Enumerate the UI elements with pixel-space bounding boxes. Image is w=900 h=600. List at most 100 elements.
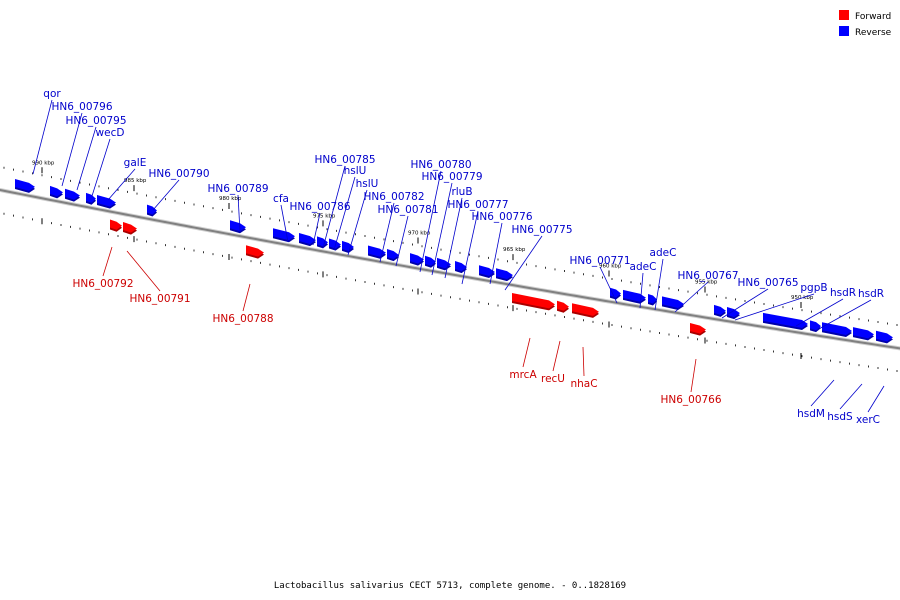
gene-label[interactable]: HN6_00790 bbox=[148, 168, 209, 180]
gene-arrow[interactable] bbox=[572, 303, 599, 316]
gene-arrow[interactable] bbox=[512, 292, 555, 309]
gene-label[interactable]: rluB bbox=[451, 186, 472, 198]
gene-feature[interactable] bbox=[425, 255, 436, 268]
gene-arrow[interactable] bbox=[317, 236, 328, 247]
gene-label[interactable]: HN6_00767 bbox=[677, 270, 738, 282]
gene-arrow[interactable] bbox=[496, 268, 513, 280]
gene-arrow[interactable] bbox=[246, 245, 264, 257]
gene-arrow[interactable] bbox=[876, 330, 893, 342]
gene-feature[interactable] bbox=[50, 185, 63, 199]
gene-label[interactable]: hsdR bbox=[830, 287, 856, 299]
gene-label[interactable]: HN6_00789 bbox=[207, 183, 268, 195]
gene-label[interactable]: HN6_00766 bbox=[660, 394, 721, 406]
gene-label[interactable]: HN6_00796 bbox=[51, 101, 112, 113]
gene-label[interactable]: HN6_00776 bbox=[471, 211, 532, 223]
gene-feature[interactable] bbox=[97, 194, 116, 209]
gene-feature[interactable] bbox=[714, 304, 726, 317]
gene-arrow[interactable] bbox=[455, 261, 467, 272]
gene-arrow[interactable] bbox=[86, 192, 96, 203]
gene-arrow[interactable] bbox=[557, 300, 569, 311]
gene-label[interactable]: HN6_00782 bbox=[363, 191, 424, 203]
gene-feature[interactable] bbox=[230, 220, 246, 234]
gene-feature[interactable] bbox=[410, 253, 424, 266]
gene-arrow[interactable] bbox=[822, 322, 852, 335]
gene-arrow[interactable] bbox=[230, 220, 246, 232]
gene-arrow[interactable] bbox=[479, 265, 495, 277]
gene-label[interactable]: HN6_00765 bbox=[737, 277, 798, 289]
gene-arrow[interactable] bbox=[810, 320, 821, 331]
gene-feature[interactable] bbox=[123, 221, 137, 235]
gene-label[interactable]: HN6_00780 bbox=[410, 159, 471, 171]
gene-feature[interactable] bbox=[623, 289, 646, 304]
gene-arrow[interactable] bbox=[623, 289, 646, 302]
gene-feature[interactable] bbox=[572, 303, 599, 318]
gene-feature[interactable] bbox=[15, 178, 35, 193]
gene-arrow[interactable] bbox=[97, 194, 116, 207]
gene-feature[interactable] bbox=[317, 236, 328, 249]
gene-label[interactable]: recU bbox=[541, 373, 565, 385]
gene-label[interactable]: hslU bbox=[344, 165, 367, 177]
gene-arrow[interactable] bbox=[299, 233, 316, 245]
gene-feature[interactable] bbox=[810, 320, 821, 333]
gene-label[interactable]: galE bbox=[124, 157, 147, 169]
gene-arrow[interactable] bbox=[342, 240, 354, 252]
gene-label[interactable]: adeC bbox=[630, 261, 657, 273]
gene-arrow[interactable] bbox=[425, 255, 436, 266]
gene-arrow[interactable] bbox=[648, 294, 657, 304]
gene-label[interactable]: hsdM bbox=[797, 408, 825, 420]
gene-feature[interactable] bbox=[512, 292, 555, 311]
gene-arrow[interactable] bbox=[110, 219, 122, 230]
gene-arrow[interactable] bbox=[50, 185, 63, 197]
gene-label[interactable]: cfa bbox=[273, 193, 289, 205]
gene-arrow[interactable] bbox=[410, 253, 424, 264]
gene-label[interactable]: hslU bbox=[356, 178, 379, 190]
gene-arrow[interactable] bbox=[65, 188, 80, 200]
gene-label[interactable]: nhaC bbox=[570, 378, 597, 390]
gene-label[interactable]: HN6_00771 bbox=[569, 255, 630, 267]
gene-label[interactable]: qor bbox=[43, 88, 61, 100]
gene-feature[interactable] bbox=[273, 228, 295, 243]
gene-label[interactable]: mrcA bbox=[509, 369, 537, 381]
gene-arrow[interactable] bbox=[387, 248, 399, 260]
gene-arrow[interactable] bbox=[147, 204, 157, 215]
gene-feature[interactable] bbox=[727, 307, 740, 320]
gene-label[interactable]: HN6_00786 bbox=[289, 201, 350, 213]
gene-label[interactable]: HN6_00785 bbox=[314, 154, 375, 166]
gene-arrow[interactable] bbox=[714, 304, 726, 315]
gene-feature[interactable] bbox=[387, 248, 399, 262]
gene-arrow[interactable] bbox=[662, 296, 684, 309]
gene-arrow[interactable] bbox=[610, 287, 621, 298]
gene-label[interactable]: HN6_00788 bbox=[212, 313, 273, 325]
gene-arrow[interactable] bbox=[273, 228, 295, 241]
gene-arrow[interactable] bbox=[763, 312, 808, 329]
gene-label[interactable]: HN6_00779 bbox=[421, 171, 482, 183]
gene-label[interactable]: wecD bbox=[96, 127, 125, 139]
gene-feature[interactable] bbox=[342, 240, 354, 254]
gene-feature[interactable] bbox=[690, 323, 706, 336]
gene-feature[interactable] bbox=[147, 204, 157, 217]
gene-arrow[interactable] bbox=[15, 178, 35, 191]
gene-arrow[interactable] bbox=[329, 238, 341, 249]
gene-feature[interactable] bbox=[246, 245, 264, 259]
gene-label[interactable]: HN6_00795 bbox=[65, 115, 126, 127]
gene-feature[interactable] bbox=[110, 219, 122, 232]
gene-label[interactable]: xerC bbox=[856, 414, 880, 426]
gene-feature[interactable] bbox=[496, 268, 513, 282]
gene-label[interactable]: HN6_00781 bbox=[377, 204, 438, 216]
gene-label[interactable]: pgpB bbox=[800, 282, 827, 294]
gene-arrow[interactable] bbox=[727, 307, 740, 318]
gene-arrow[interactable] bbox=[853, 327, 874, 339]
gene-feature[interactable] bbox=[557, 300, 569, 313]
gene-label[interactable]: HN6_00791 bbox=[129, 293, 190, 305]
gene-feature[interactable] bbox=[86, 192, 96, 205]
gene-feature[interactable] bbox=[648, 294, 657, 306]
gene-feature[interactable] bbox=[763, 312, 808, 331]
gene-feature[interactable] bbox=[876, 330, 893, 344]
gene-feature[interactable] bbox=[455, 261, 467, 274]
gene-label[interactable]: HN6_00777 bbox=[447, 199, 508, 211]
gene-label[interactable]: hsdS bbox=[827, 411, 853, 423]
gene-feature[interactable] bbox=[329, 238, 341, 251]
gene-label[interactable]: HN6_00792 bbox=[72, 278, 133, 290]
gene-feature[interactable] bbox=[65, 188, 80, 202]
gene-feature[interactable] bbox=[662, 296, 684, 311]
